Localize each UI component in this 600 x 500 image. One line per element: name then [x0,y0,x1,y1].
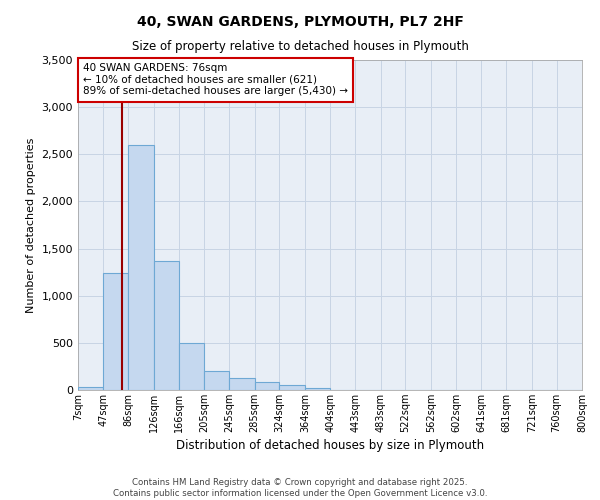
Bar [128,145,154,390]
X-axis label: Distribution of detached houses by size in Plymouth: Distribution of detached houses by size … [176,439,484,452]
Text: 40 SWAN GARDENS: 76sqm
← 10% of detached houses are smaller (621)
89% of semi-de: 40 SWAN GARDENS: 76sqm ← 10% of detached… [83,64,348,96]
Text: Size of property relative to detached houses in Plymouth: Size of property relative to detached ho… [131,40,469,53]
Bar [78,387,103,390]
Text: 40, SWAN GARDENS, PLYMOUTH, PL7 2HF: 40, SWAN GARDENS, PLYMOUTH, PL7 2HF [137,15,463,29]
Text: Contains HM Land Registry data © Crown copyright and database right 2025.
Contai: Contains HM Land Registry data © Crown c… [113,478,487,498]
Bar [179,343,204,390]
Bar [254,382,280,390]
Bar [103,273,128,390]
Bar [204,371,229,390]
Bar [305,388,331,390]
Y-axis label: Number of detached properties: Number of detached properties [26,138,36,312]
Bar [229,378,254,390]
Bar [154,261,179,390]
Bar [280,385,305,390]
